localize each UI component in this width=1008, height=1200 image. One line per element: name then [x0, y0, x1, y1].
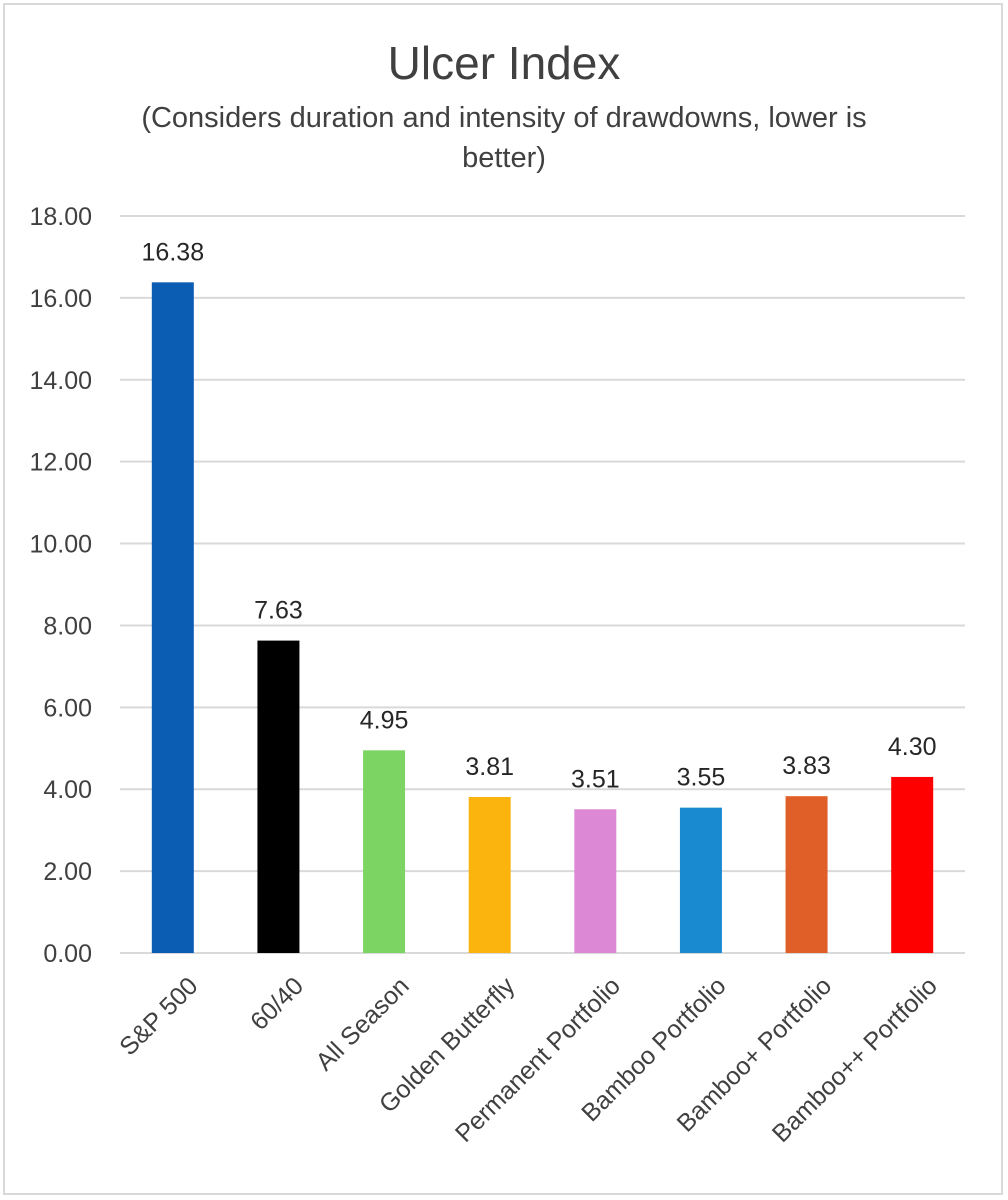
gridlines — [120, 215, 965, 954]
bar — [679, 807, 722, 953]
y-tick-label: 0.00 — [43, 940, 92, 968]
x-tick-label: S&P 500 — [114, 972, 203, 1061]
y-tick-label: 18.00 — [29, 203, 92, 231]
bar — [891, 776, 934, 953]
data-label: 4.30 — [888, 733, 937, 761]
data-label: 4.95 — [360, 706, 409, 734]
y-tick-label: 6.00 — [43, 694, 92, 722]
data-label: 16.38 — [142, 238, 205, 266]
bar — [151, 282, 194, 954]
bar — [785, 796, 828, 953]
x-tick-label: 60/40 — [245, 972, 309, 1036]
y-tick-label: 4.00 — [43, 776, 92, 804]
y-tick-label: 8.00 — [43, 612, 92, 640]
data-label: 3.55 — [677, 764, 726, 792]
y-tick-label: 10.00 — [29, 531, 92, 559]
chart-title: Ulcer Index — [387, 37, 621, 89]
chart-subtitle: (Considers duration and intensity of dra… — [141, 102, 867, 174]
bar — [468, 797, 511, 953]
data-label: 3.51 — [571, 765, 620, 793]
y-axis-ticks: 0.00 2.00 4.00 6.00 8.00 10.00 12.00 14.00 16.00… — [29, 203, 92, 968]
bar — [574, 809, 617, 953]
x-tick-label: All Season — [310, 972, 414, 1076]
bar — [257, 640, 300, 953]
bar — [363, 750, 406, 953]
data-labels: 16.38 7.63 4.95 3.81 3.51 3.55 3.83 4.30 — [142, 238, 937, 793]
data-label: 3.83 — [782, 752, 831, 780]
y-tick-label: 2.00 — [43, 858, 92, 886]
y-tick-label: 14.00 — [29, 367, 92, 395]
data-label: 3.81 — [465, 753, 514, 781]
y-tick-label: 16.00 — [29, 285, 92, 313]
data-label: 7.63 — [254, 597, 303, 625]
bars — [151, 282, 934, 954]
y-tick-label: 12.00 — [29, 449, 92, 477]
